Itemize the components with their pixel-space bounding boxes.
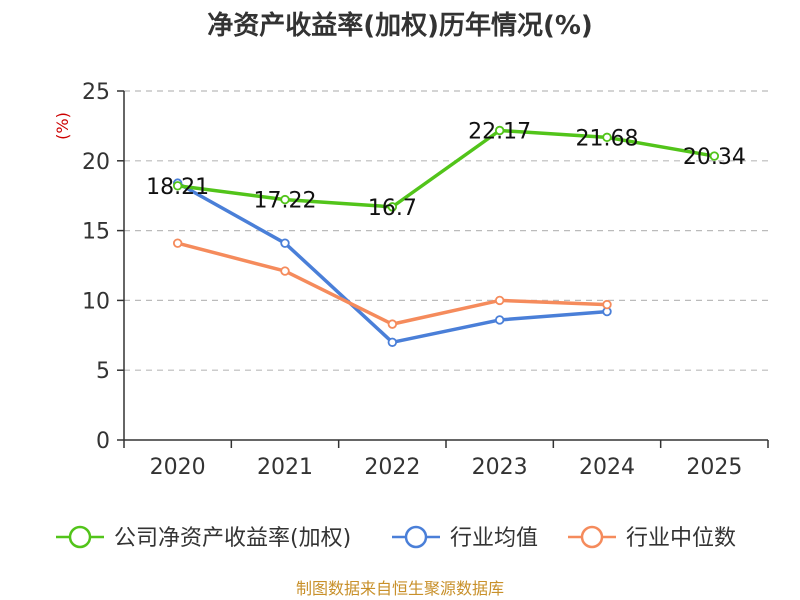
legend-label: 行业均值: [450, 526, 538, 551]
legend-marker-icon: [70, 527, 90, 547]
data-label: 20.34: [683, 145, 746, 170]
legend-item-2[interactable]: 行业中位数: [568, 526, 736, 551]
data-point[interactable]: [281, 267, 289, 275]
data-point[interactable]: [496, 316, 504, 324]
data-label: 18.21: [146, 175, 209, 200]
y-tick-label: 0: [96, 429, 110, 454]
data-point[interactable]: [603, 301, 611, 309]
grid-lines: [124, 91, 768, 370]
y-tick-label: 5: [96, 359, 110, 384]
y-tick-label: 20: [82, 150, 110, 175]
series-group: [174, 127, 718, 346]
data-point[interactable]: [496, 297, 504, 305]
y-tick-label: 15: [82, 220, 110, 245]
y-axis-label: (%): [53, 112, 72, 140]
legend-label: 公司净资产收益率(加权): [114, 526, 351, 551]
x-tick-label: 2025: [686, 455, 742, 480]
x-tick-label: 2024: [579, 455, 635, 480]
source-note: 制图数据来自恒生聚源数据库: [296, 579, 504, 598]
x-tick-label: 2021: [257, 455, 313, 480]
series-line: [178, 243, 607, 324]
legend-label: 行业中位数: [626, 526, 736, 551]
data-label: 22.17: [468, 120, 531, 145]
data-label: 17.22: [254, 189, 317, 214]
legend-item-0[interactable]: 公司净资产收益率(加权): [56, 526, 351, 551]
data-point[interactable]: [281, 239, 289, 247]
y-tick-label: 10: [82, 289, 110, 314]
data-label: 16.7: [368, 196, 417, 221]
legend[interactable]: 公司净资产收益率(加权) 行业均值 行业中位数: [56, 526, 736, 551]
data-point[interactable]: [389, 320, 397, 328]
legend-marker-icon: [582, 527, 602, 547]
x-tick-label: 2022: [364, 455, 420, 480]
x-tick-label: 2020: [150, 455, 206, 480]
data-point[interactable]: [174, 239, 182, 247]
data-point[interactable]: [389, 338, 397, 346]
x-tick-label: 2023: [472, 455, 528, 480]
line-chart: 净资产收益率(加权)历年情况(%) (%) 05101520252020 2021…: [0, 0, 800, 600]
data-label: 21.68: [576, 126, 639, 151]
legend-marker-icon: [406, 527, 426, 547]
chart-title: 净资产收益率(加权)历年情况(%): [207, 10, 593, 41]
legend-item-1[interactable]: 行业均值: [392, 526, 538, 551]
y-tick-label: 25: [82, 80, 110, 105]
